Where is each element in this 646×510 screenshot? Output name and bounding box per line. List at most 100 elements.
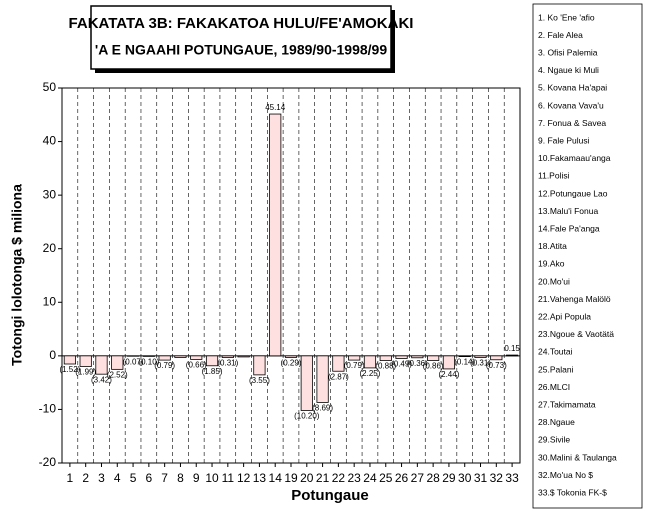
legend-item: 12.Potungaue Lao [538, 188, 608, 198]
y-tick-label: 30 [43, 187, 57, 201]
y-tick-label: 10 [43, 294, 57, 308]
plot-frame [61, 87, 521, 464]
bar [174, 355, 187, 358]
value-label: (0.10) [138, 358, 159, 367]
x-tick-label: 8 [177, 471, 184, 485]
bar [363, 355, 377, 369]
x-tick-label: 13 [253, 471, 267, 485]
x-tick-label: 26 [395, 471, 409, 485]
x-tick-label: 7 [161, 471, 168, 485]
legend-item: 1. Ko 'Ene 'afio [538, 12, 595, 22]
x-tick-label: 28 [426, 471, 440, 485]
value-label: (1.85) [202, 367, 223, 376]
value-label: (0.88) [375, 362, 396, 371]
legend-item: 4. Ngaue ki Muli [538, 65, 599, 75]
bar [284, 355, 298, 358]
legend-box [532, 3, 643, 509]
x-tick-label: 3 [98, 471, 105, 485]
title-box [90, 5, 392, 70]
legend-item: 6. Kovana Vava'u [538, 100, 604, 110]
value-label: (2.87) [328, 372, 349, 381]
legend-item: 9. Fale Pulusi [538, 135, 590, 145]
bar [395, 355, 408, 359]
x-tick-label: 12 [237, 471, 251, 485]
x-tick-label: 9 [193, 471, 200, 485]
chart-title: FAKATATA 3B: FAKAKATOA HULU/FE'AMOKAKI [69, 15, 414, 32]
x-tick-label: 29 [442, 471, 456, 485]
legend-item: 30.Malini & Taulanga [538, 452, 617, 462]
legend-item: 23.Ngoue & Vaotätä [538, 329, 614, 339]
value-label: (1.52) [59, 365, 80, 374]
x-tick-label: 6 [146, 471, 153, 485]
legend-item: 18.Atita [538, 241, 567, 251]
x-tick-label: 21 [316, 471, 330, 485]
value-label: (0.36) [407, 359, 428, 368]
legend-item: 5. Kovana Ha'apai [538, 83, 607, 93]
legend-item: 29.Sivile [538, 435, 570, 445]
bar [442, 355, 456, 370]
value-label: (0.73) [486, 361, 507, 370]
legend-item: 7. Fonua & Savea [538, 118, 606, 128]
y-tick-label: 0 [49, 348, 56, 362]
legend-item: 20.Mo'ui [538, 276, 570, 286]
value-label: (0.79) [344, 361, 365, 370]
x-tick-label: 10 [205, 471, 219, 485]
x-tick-label: 33 [505, 471, 519, 485]
value-label: (3.42) [91, 375, 112, 384]
x-tick-label: 5 [130, 471, 137, 485]
bar [427, 355, 440, 361]
value-label: (8.69) [312, 404, 333, 413]
value-label: (2.25) [360, 369, 381, 378]
legend-item: 27.Takimamata [538, 399, 596, 409]
chart-subtitle: 'A E NGAAHI POTUNGAUE, 1989/90-1998/99 [95, 42, 387, 58]
legend-item: 11.Polisi [538, 171, 570, 181]
legend-item: 14.Fale Pa'anga [538, 223, 600, 233]
x-tick-label: 27 [411, 471, 425, 485]
x-tick-label: 30 [458, 471, 472, 485]
bar [348, 355, 361, 361]
legend-item: 28.Ngaue [538, 417, 575, 427]
value-label: (0.31) [217, 359, 238, 368]
x-tick-label: 25 [379, 471, 393, 485]
value-label: (3.55) [249, 376, 270, 385]
value-label: (0.29) [281, 359, 302, 368]
x-tick-label: 11 [222, 471, 235, 485]
bar [63, 355, 76, 365]
bar [142, 355, 155, 357]
x-tick-label: 32 [490, 471, 504, 485]
legend-item: 25.Palani [538, 364, 574, 374]
x-tick-label: 22 [332, 471, 346, 485]
y-axis-title: Totongi lolotonga $ miliona [9, 184, 25, 366]
bar [253, 355, 266, 376]
value-label: (0.79) [154, 361, 175, 370]
legend-item: 10.Fakamaau'anga [538, 153, 611, 163]
legend-item: 21.Vahenga Malölö [538, 294, 611, 304]
bar [379, 355, 392, 361]
bar [316, 355, 329, 403]
legend-item: 3. Ofisi Palemia [538, 47, 598, 57]
value-label: (0.07) [123, 357, 144, 366]
value-label: (0.86) [423, 362, 444, 371]
value-label: (0.14) [454, 358, 475, 367]
x-tick-label: 31 [474, 471, 488, 485]
y-tick-label: 40 [43, 134, 57, 148]
bar [111, 355, 124, 370]
legend-item: 33.$ Tokonia FK-$ [538, 487, 607, 497]
bar [237, 355, 250, 358]
value-label: (0.66) [186, 361, 207, 370]
legend-item: 22.Api Popula [538, 311, 591, 321]
y-tick-label: 50 [43, 80, 57, 94]
value-label: (2.52) [107, 370, 128, 379]
x-tick-label: 23 [347, 471, 361, 485]
x-tick-label: 24 [363, 471, 377, 485]
y-tick-label: -10 [39, 402, 57, 416]
legend-item: 13.Malu'i Fonua [538, 206, 598, 216]
value-label: 0.15 [504, 344, 520, 353]
y-tick-label: 20 [43, 241, 57, 255]
bar [458, 355, 471, 358]
value-label: (0.49) [391, 360, 412, 369]
x-tick-label: 19 [284, 471, 298, 485]
bar [332, 355, 345, 372]
bar [300, 355, 313, 411]
